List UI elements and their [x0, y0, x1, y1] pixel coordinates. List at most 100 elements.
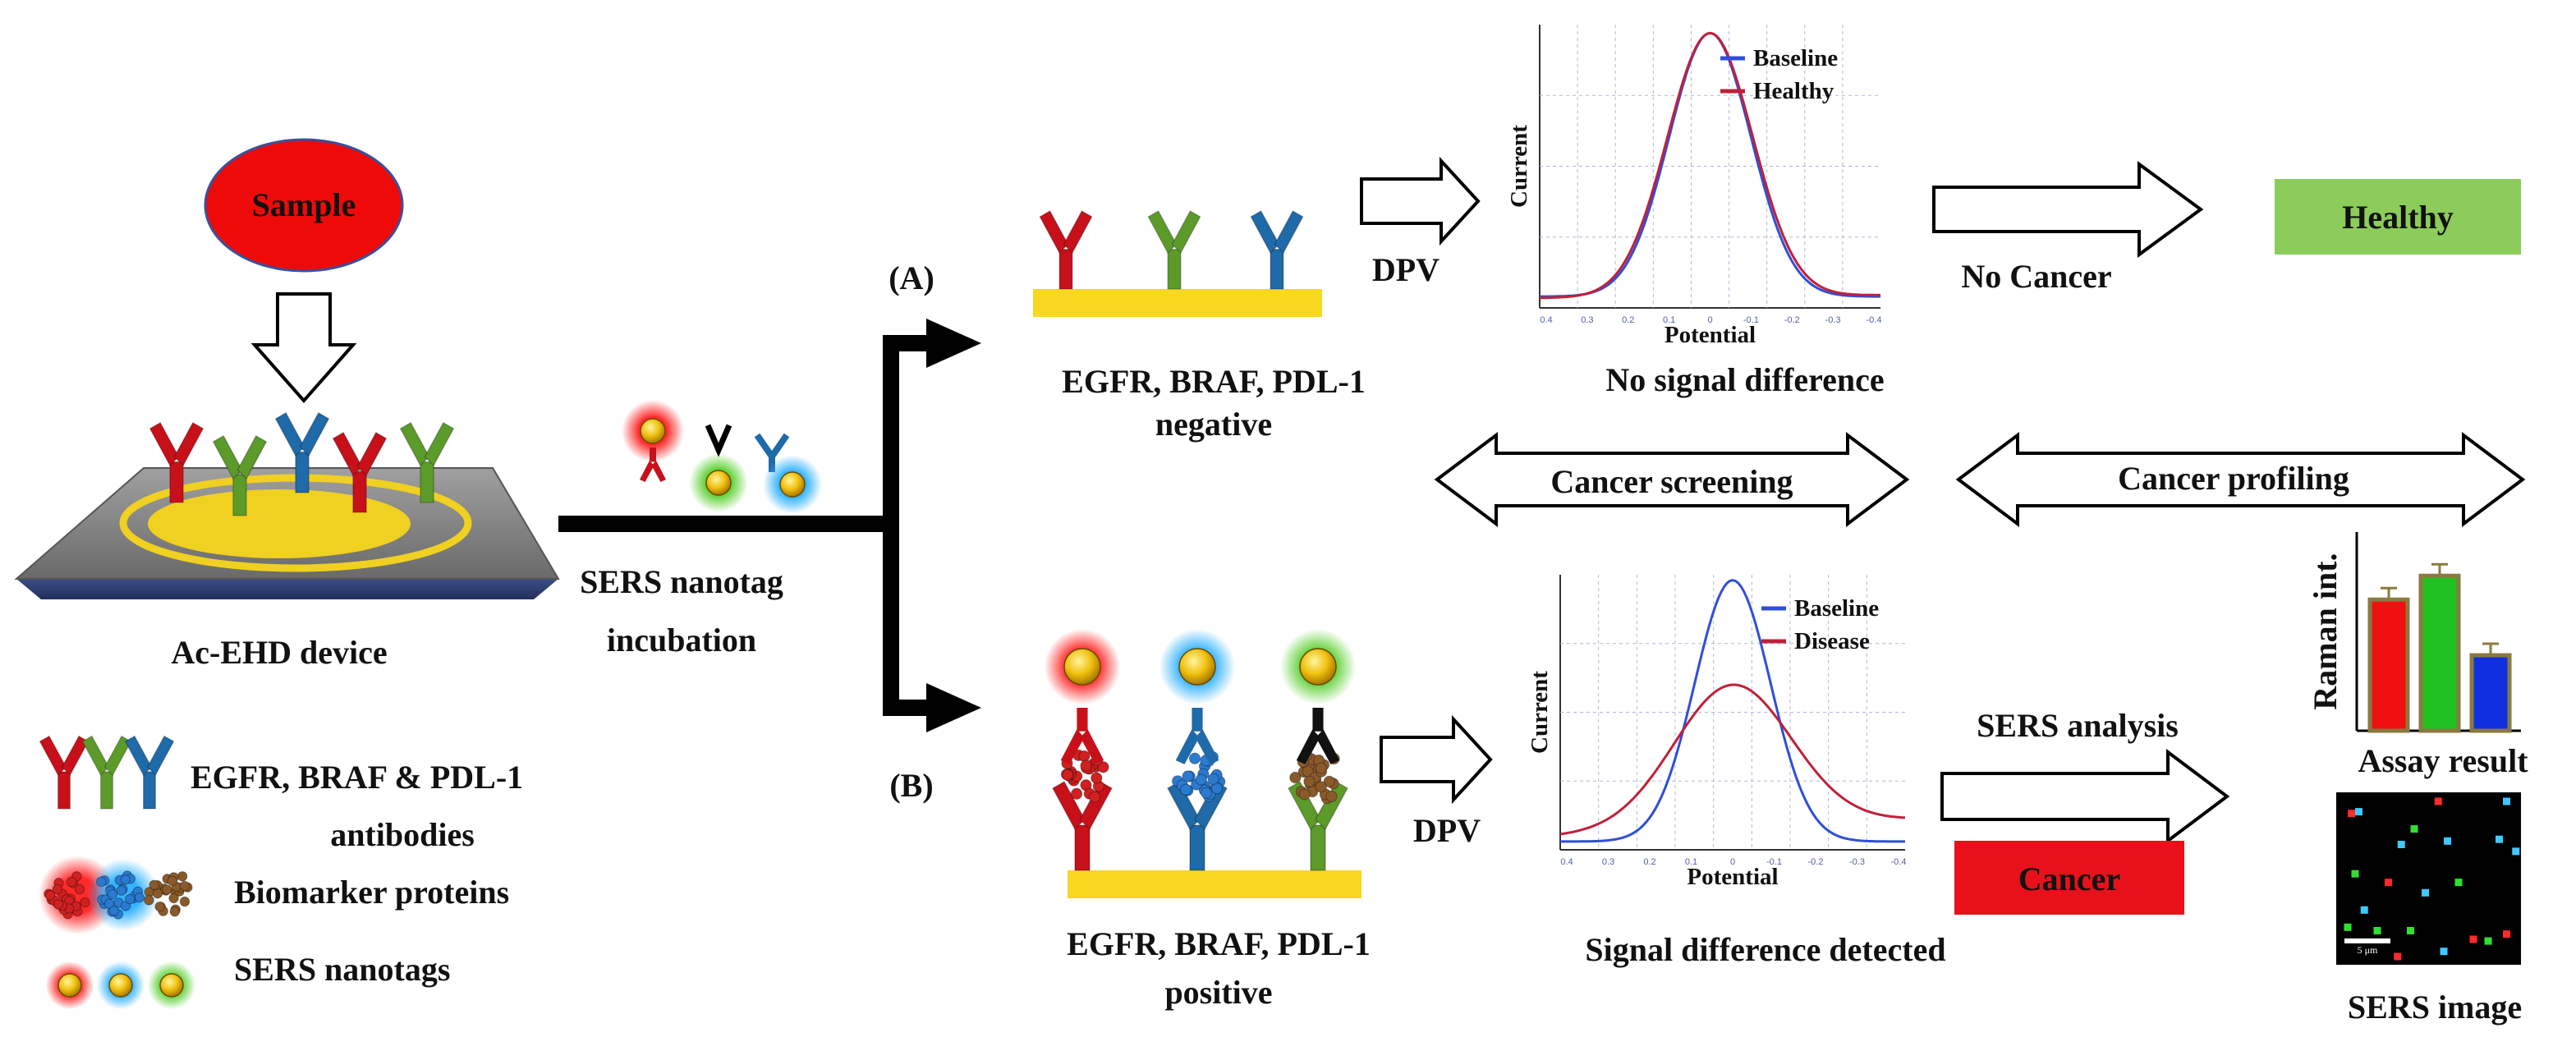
negative-antibodies: [1039, 210, 1304, 290]
protein-bead: [120, 874, 131, 885]
healthy-label: Healthy: [2342, 199, 2454, 236]
plot-xlabel: Potential: [1665, 322, 1756, 348]
no-cancer-label: No Cancer: [1961, 258, 2111, 295]
device-antibody-3: [274, 411, 330, 493]
sers-image: 5 μm: [2336, 792, 2521, 965]
plot-x-tick: 0.3: [1602, 857, 1614, 867]
legend-label-disease: Disease: [1794, 628, 1870, 654]
legend-proteins-label: Biomarker proteins: [234, 874, 509, 911]
antibody-stem: [1312, 708, 1324, 732]
device-label: Ac-EHD device: [171, 634, 387, 671]
antibody-stem: [100, 771, 113, 810]
protein-bead: [52, 883, 63, 895]
device-inner-electrode: [148, 489, 411, 558]
legend-nanotags-icon: [45, 961, 196, 1010]
antibody-arm-right: [103, 735, 132, 777]
sandwich-complex-2: [1159, 628, 1236, 871]
dpv-a-label: DPV: [1372, 251, 1440, 288]
protein-bead: [1078, 750, 1091, 763]
antibody-stem: [1074, 824, 1091, 871]
antibody-arm-left: [399, 421, 430, 467]
protein-bead: [154, 901, 165, 912]
antibody-arm-left: [1147, 210, 1178, 255]
antibody-stem: [1192, 708, 1203, 732]
dpv-curve-baseline: [1540, 31, 1880, 298]
sers-spot: [2422, 888, 2429, 897]
sers-spot: [2440, 948, 2448, 956]
sers-spot: [2394, 952, 2402, 961]
legend-antibodies-line2: antibodies: [330, 816, 475, 853]
plot-x-tick: 0: [1707, 315, 1712, 325]
antibody-arm-right: [424, 421, 455, 467]
assay-caption: Assay result: [2358, 742, 2528, 779]
positive-line1: EGFR, BRAF, PDL-1: [1067, 925, 1371, 962]
negative-antibody-1: [1039, 210, 1093, 290]
plot-a-caption: No signal difference: [1605, 361, 1884, 398]
protein-bead: [1179, 783, 1192, 796]
protein-bead: [1323, 775, 1335, 787]
legend-proteins-icon: [39, 856, 193, 934]
protein-bead: [179, 880, 191, 892]
sers-spot: [2410, 825, 2418, 833]
antibody-stem: [1167, 248, 1182, 290]
protein-bead: [1182, 770, 1194, 782]
antibody-stem: [232, 474, 247, 516]
legend-nanotag-red: [45, 961, 94, 1010]
negative-electrode: [1033, 210, 1322, 317]
assay-ylabel: Raman int.: [2307, 553, 2344, 709]
dpv-a-arrow: [1360, 156, 1481, 246]
cancer-screening-arrow[interactable]: [1434, 432, 1910, 527]
plot-x-tick: 0.2: [1622, 315, 1634, 325]
dpv-curve-healthy: [1540, 31, 1880, 300]
dpv-plot-disease: 0.4 0.3 0.2 0.1 0 -0.1 -0.2 -0.3 -0.4 Current Pote…: [1527, 575, 1906, 890]
sample-ellipse: [204, 138, 404, 273]
sers-spot: [2351, 870, 2359, 878]
branch-a-arrowhead: [926, 319, 981, 368]
antibody-stem: [1189, 824, 1205, 871]
protein-bead: [1289, 771, 1302, 784]
legend-protein-brown: [144, 871, 193, 917]
sers-spot: [2407, 927, 2414, 934]
protein-bead: [1091, 772, 1103, 784]
device-antibody-2: [212, 434, 268, 516]
cancer-profiling-label: Cancer profiling: [2118, 460, 2349, 497]
plot-x-tick: -0.3: [1849, 857, 1865, 867]
legend-label-baseline: Baseline: [1794, 595, 1879, 622]
sers-spot: [2360, 906, 2368, 914]
protein-bead: [169, 906, 181, 917]
detection-antibody: [1060, 708, 1104, 764]
antibody-arm-left: [332, 431, 363, 477]
antibody-arm-right: [1195, 729, 1219, 764]
plot-x-tick: 0.4: [1540, 315, 1552, 325]
incubation-tag-green: [689, 424, 748, 512]
protein-bead: [74, 883, 85, 895]
sers-analysis-arrow: [1940, 749, 2230, 844]
sandwich-complex-1: [1044, 628, 1121, 871]
dpv-b-arrow: [1380, 714, 1493, 805]
gold-nanoparticle: [1178, 648, 1216, 686]
plot-x-tick: 0.3: [1581, 315, 1593, 325]
antibody-arm-right: [1080, 729, 1104, 764]
sers-spot: [2503, 797, 2510, 805]
antibody-arm-right: [236, 434, 268, 480]
captured-protein: [1289, 749, 1340, 805]
protein-bead: [1325, 790, 1338, 803]
protein-bead: [1315, 762, 1328, 774]
bound-nanotag: [1279, 628, 1357, 705]
protein-bead: [162, 884, 172, 895]
antibody-arm-left: [149, 421, 180, 467]
protein-bead: [134, 892, 145, 903]
sandwich-complex-3: [1279, 628, 1357, 871]
cancer-profiling-arrow[interactable]: [1955, 432, 2526, 527]
positive-sandwich-complexes: [1044, 628, 1357, 871]
antibody-arm-left: [1039, 210, 1069, 255]
sample-label: Sample: [252, 186, 356, 223]
plot-xlabel: Potential: [1687, 864, 1778, 890]
protein-bead: [179, 896, 191, 907]
sers-scale-bar: [2344, 938, 2390, 943]
plot-x-tick: -0.1: [1766, 857, 1782, 867]
protein-bead: [125, 893, 135, 905]
sers-spot: [2469, 935, 2477, 943]
branch-b-arrowhead: [926, 683, 981, 732]
